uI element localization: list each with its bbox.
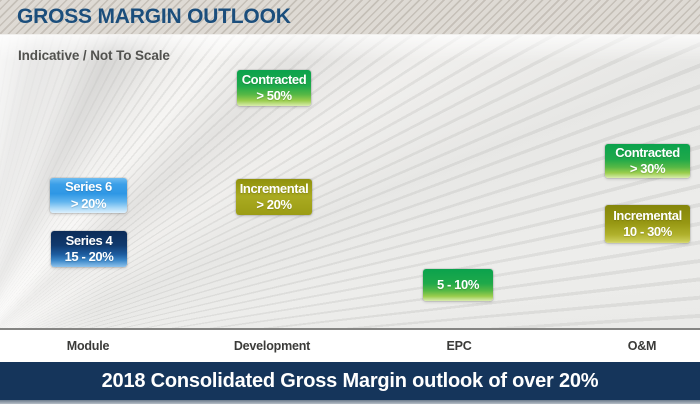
category-label-epc: EPC [446,339,472,353]
box-label: Incremental [239,180,309,196]
box-label: Incremental [613,207,682,223]
box-development-incremental: Incremental > 20% [236,179,312,215]
title-hatched-band [0,0,700,35]
category-label-module: Module [66,339,110,353]
box-value: 15 - 20% [64,249,114,264]
box-label: Contracted [241,71,307,87]
box-epc-range: 5 - 10% [423,269,493,301]
page-title: GROSS MARGIN OUTLOOK [17,5,291,28]
box-development-contracted: Contracted > 50% [237,70,311,106]
category-label-development: Development [233,339,311,353]
box-om-incremental: Incremental 10 - 30% [605,205,690,243]
category-label-om: O&M [627,339,657,353]
category-band: Module Development EPC O&M [0,330,700,362]
summary-banner-text: 2018 Consolidated Gross Margin outlook o… [101,370,599,392]
box-value: > 50% [256,88,292,103]
box-value: 10 - 30% [623,224,672,239]
category-axis-line [0,328,700,330]
box-module-series4: Series 4 15 - 20% [51,231,127,267]
box-value: > 20% [256,197,292,212]
chart-subtitle: Indicative / Not To Scale [18,48,170,63]
box-om-contracted: Contracted > 30% [605,144,690,178]
box-value: 5 - 10% [436,276,479,292]
box-value: > 20% [70,195,107,211]
box-value: > 30% [629,161,666,176]
box-label: Series 4 [65,232,113,248]
bottom-edge-strip [0,400,700,404]
box-label: Contracted [615,144,680,160]
box-label: Series 6 [65,179,112,194]
box-module-series6: Series 6 > 20% [50,178,127,213]
summary-banner: 2018 Consolidated Gross Margin outlook o… [0,362,700,400]
